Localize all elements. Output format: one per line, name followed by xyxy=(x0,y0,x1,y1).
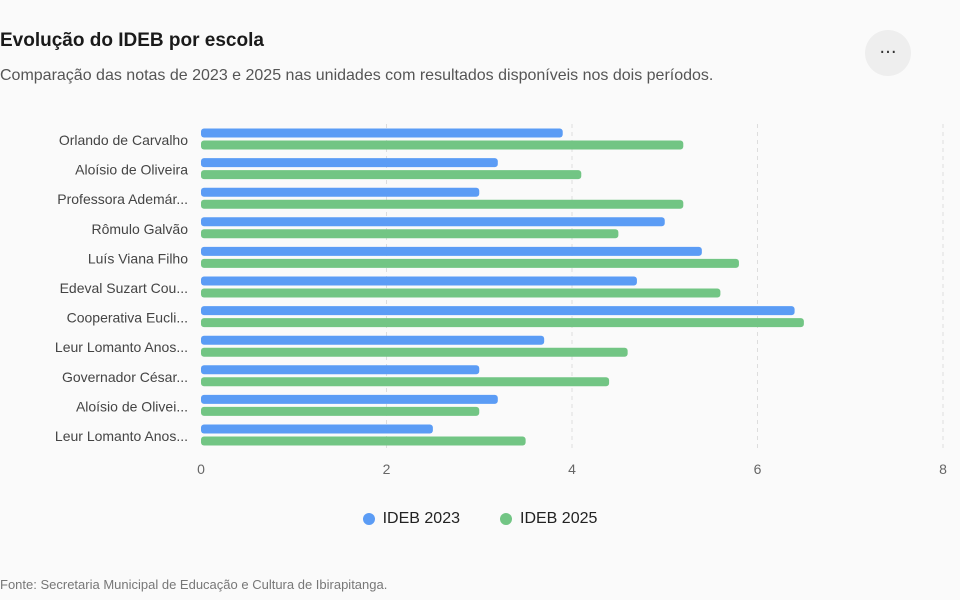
category-label: Rômulo Galvão xyxy=(92,221,189,237)
bar-ideb-2025 xyxy=(201,288,721,298)
more-options-button[interactable]: ··· xyxy=(865,30,911,76)
x-tick-label: 6 xyxy=(754,461,762,477)
category-label: Aloísio de Olivei... xyxy=(76,398,188,414)
x-tick-label: 0 xyxy=(197,461,205,477)
bar-ideb-2025 xyxy=(201,436,526,446)
legend-item-ideb-2023[interactable]: IDEB 2023 xyxy=(362,510,460,528)
category-label: Cooperativa Eucli... xyxy=(67,310,188,326)
chart-subtitle: Comparação das notas de 2023 e 2025 nas … xyxy=(0,67,714,84)
bar-ideb-2023 xyxy=(201,365,480,375)
x-axis-ticks: 0 2 4 6 8 xyxy=(197,461,947,477)
x-tick-label: 2 xyxy=(383,461,391,477)
bar-ideb-2023 xyxy=(201,217,665,227)
category-label: Orlando de Carvalho xyxy=(59,132,188,148)
bar-ideb-2025 xyxy=(201,199,684,209)
category-label: Luís Viana Filho xyxy=(88,250,188,266)
bar-ideb-2023 xyxy=(201,306,795,316)
bar-ideb-2023 xyxy=(201,394,498,404)
legend-item-ideb-2025[interactable]: IDEB 2025 xyxy=(500,510,597,528)
category-label: Governador César... xyxy=(62,369,188,385)
bar-ideb-2023 xyxy=(201,424,433,434)
bar-ideb-2023 xyxy=(201,187,480,197)
bar-ideb-2023 xyxy=(201,128,563,138)
legend-label-ideb-2025: IDEB 2025 xyxy=(520,510,598,527)
chart-title: Evolução do IDEB por escola xyxy=(0,30,264,51)
x-tick-label: 4 xyxy=(568,461,576,477)
bar-ideb-2025 xyxy=(201,377,610,387)
bar-ideb-2025 xyxy=(201,170,582,180)
bar-ideb-2025 xyxy=(201,229,619,239)
category-label: Professora Ademár... xyxy=(57,191,188,207)
category-label: Leur Lomanto Anos... xyxy=(55,339,188,355)
legend-swatch-ideb-2023 xyxy=(362,513,375,525)
x-tick-label: 8 xyxy=(939,461,947,477)
bar-ideb-2025 xyxy=(201,406,480,416)
legend-swatch-ideb-2025 xyxy=(500,513,512,525)
source-note: Fonte: Secretaria Municipal de Educação … xyxy=(0,577,388,592)
bar-ideb-2023 xyxy=(201,276,637,286)
bar-ideb-2025 xyxy=(201,258,739,268)
bar-ideb-2025 xyxy=(201,347,628,357)
bar-chart: Orlando de Carvalho Aloísio de Oliveira Pr… xyxy=(55,124,947,477)
bar-ideb-2025 xyxy=(201,140,684,150)
category-label: Aloísio de Oliveira xyxy=(75,162,188,178)
category-label: Edeval Suzart Cou... xyxy=(60,280,188,296)
category-labels: Orlando de Carvalho Aloísio de Oliveira Pr… xyxy=(55,132,188,444)
bars xyxy=(201,128,804,446)
bar-ideb-2023 xyxy=(201,335,545,345)
legend: IDEB 2023 IDEB 2025 xyxy=(0,510,960,528)
legend-label-ideb-2023: IDEB 2023 xyxy=(382,510,460,527)
bar-ideb-2025 xyxy=(201,318,804,328)
bar-ideb-2023 xyxy=(201,158,498,168)
category-label: Leur Lomanto Anos... xyxy=(55,428,188,444)
bar-ideb-2023 xyxy=(201,246,702,256)
